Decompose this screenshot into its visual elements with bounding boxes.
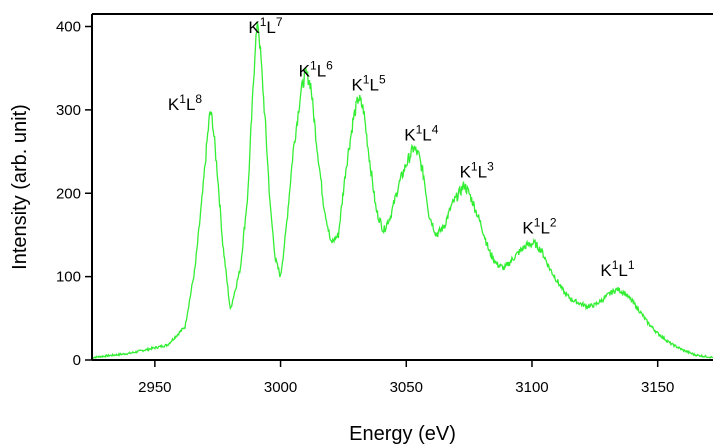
x-tick-label: 3150 <box>641 379 674 396</box>
x-tick-label: 3050 <box>390 379 423 396</box>
peak-label: K1L2 <box>522 215 557 237</box>
peak-label: K1L8 <box>168 92 203 114</box>
x-tick-label: 2950 <box>138 379 171 396</box>
y-tick-label: 0 <box>73 352 81 369</box>
peak-label: K1L5 <box>351 73 386 95</box>
peak-label: K1L7 <box>248 15 283 37</box>
x-tick-label: 3100 <box>515 379 548 396</box>
peak-annotations: K1L8 K1L7 K1L6 K1L5 K1L4 K1L3 K1L2 K1L1 <box>168 15 635 280</box>
axes: 2950 3000 3050 3100 3150 0 100 200 300 400 <box>56 13 713 396</box>
peak-label: K1L6 <box>299 59 334 81</box>
y-tick-label: 200 <box>56 185 81 202</box>
y-tick-label: 400 <box>56 19 81 36</box>
peak-label: K1L1 <box>600 258 635 280</box>
peak-label: K1L3 <box>460 159 495 181</box>
spectrum-line <box>91 21 714 359</box>
x-axis-title: Energy (eV) <box>349 423 456 444</box>
y-tick-label: 300 <box>56 102 81 119</box>
plot-area <box>91 21 714 359</box>
y-axis-title: Intensity (arb. unit) <box>9 104 31 270</box>
y-tick-label: 100 <box>56 269 81 286</box>
peak-label: K1L4 <box>404 123 439 145</box>
x-tick-label: 3000 <box>264 379 297 396</box>
